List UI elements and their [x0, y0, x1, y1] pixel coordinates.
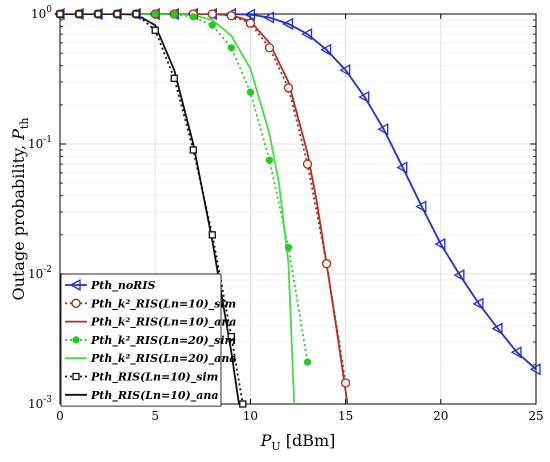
series-line-1: [60, 14, 347, 384]
y-tick-label: 10-1: [28, 135, 52, 151]
data-point-5: [170, 74, 178, 82]
y-tick-label: 10-3: [28, 395, 52, 411]
legend-label-2: Pth_k²_RIS(Ln=10)_ana: [90, 316, 236, 330]
x-tick-label: 25: [528, 409, 543, 423]
data-point-5: [189, 146, 197, 154]
data-point-5: [94, 10, 102, 18]
data-point-5: [75, 10, 83, 18]
data-point-3: [284, 243, 293, 252]
data-point-0: [529, 363, 541, 376]
y-axis-title: Outage probability, Pth: [9, 118, 31, 301]
data-point-3: [189, 13, 197, 21]
data-point-1: [302, 159, 313, 169]
data-point-1: [340, 378, 351, 388]
x-tick-label: 0: [56, 409, 64, 423]
data-point-0: [244, 8, 256, 21]
y-tick-label: 100: [31, 5, 52, 21]
legend-label-0: Pth_noRIS: [90, 279, 155, 293]
data-point-0: [434, 237, 446, 251]
x-axis-title: PU [dBm]: [260, 431, 336, 453]
legend-marker-1: [71, 298, 81, 308]
y-tick-label: 10-2: [28, 265, 52, 281]
data-point-3: [151, 10, 159, 18]
data-point-5: [151, 26, 159, 34]
data-point-0: [472, 297, 484, 310]
axis-titles: PU [dBm] Outage probability, Pth: [9, 118, 335, 453]
data-point-0: [396, 161, 408, 174]
legend-marker-5: [72, 372, 80, 381]
data-point-3: [170, 10, 178, 19]
data-point-5: [239, 400, 247, 408]
data-point-0: [263, 11, 275, 24]
legend-label-5: Pth_RIS(Ln=10)_sim: [90, 371, 218, 385]
data-point-0: [491, 322, 503, 335]
data-point-0: [358, 90, 370, 104]
data-point-3: [303, 358, 312, 366]
x-tick-label: 20: [433, 409, 448, 423]
data-point-0: [453, 269, 465, 282]
legend-marker-0: [69, 278, 81, 292]
data-point-5: [132, 10, 140, 18]
data-point-0: [320, 43, 332, 56]
legend-label-4: Pth_k²_RIS(Ln=20)_ana: [90, 352, 236, 366]
legend: Pth_noRIS Pth_k²_RIS(Ln=10)_sim Pth_k²_RIS…: [60, 273, 236, 407]
data-point-5: [56, 10, 64, 18]
series-line-2: [60, 14, 349, 404]
data-point-1: [283, 83, 294, 93]
legend-label-3: Pth_k²_RIS(Ln=20)_sim: [90, 334, 236, 348]
data-point-5: [208, 231, 216, 239]
x-tick-label: 5: [151, 409, 159, 423]
data-point-0: [377, 123, 389, 136]
legend-label-1: Pth_k²_RIS(Ln=10)_sim: [90, 297, 236, 311]
series-line-3: [60, 14, 309, 363]
data-point-3: [265, 156, 274, 164]
data-point-1: [207, 9, 217, 19]
legend-box: [60, 273, 222, 407]
legend-label-6: Pth_RIS(Ln=10)_ana: [90, 389, 219, 403]
data-point-5: [113, 10, 121, 18]
data-point-3: [227, 44, 236, 52]
data-point-1: [321, 259, 332, 269]
series-line-0: [60, 14, 536, 370]
data-point-0: [415, 200, 427, 213]
data-point-5: [227, 332, 236, 341]
legend-marker-3: [72, 336, 80, 344]
data-point-1: [264, 43, 275, 53]
data-point-3: [208, 21, 216, 29]
data-point-1: [245, 18, 256, 28]
data-point-0: [339, 64, 351, 77]
x-tick-label: 15: [338, 409, 353, 423]
plot-frame: [59, 13, 537, 405]
data-point-0: [282, 17, 294, 30]
data-point-0: [301, 28, 313, 41]
x-tick-label: 10: [243, 409, 258, 423]
data-point-0: [510, 346, 522, 359]
data-point-3: [246, 88, 255, 96]
data-point-1: [226, 11, 237, 21]
series-markers: [53, 7, 541, 408]
